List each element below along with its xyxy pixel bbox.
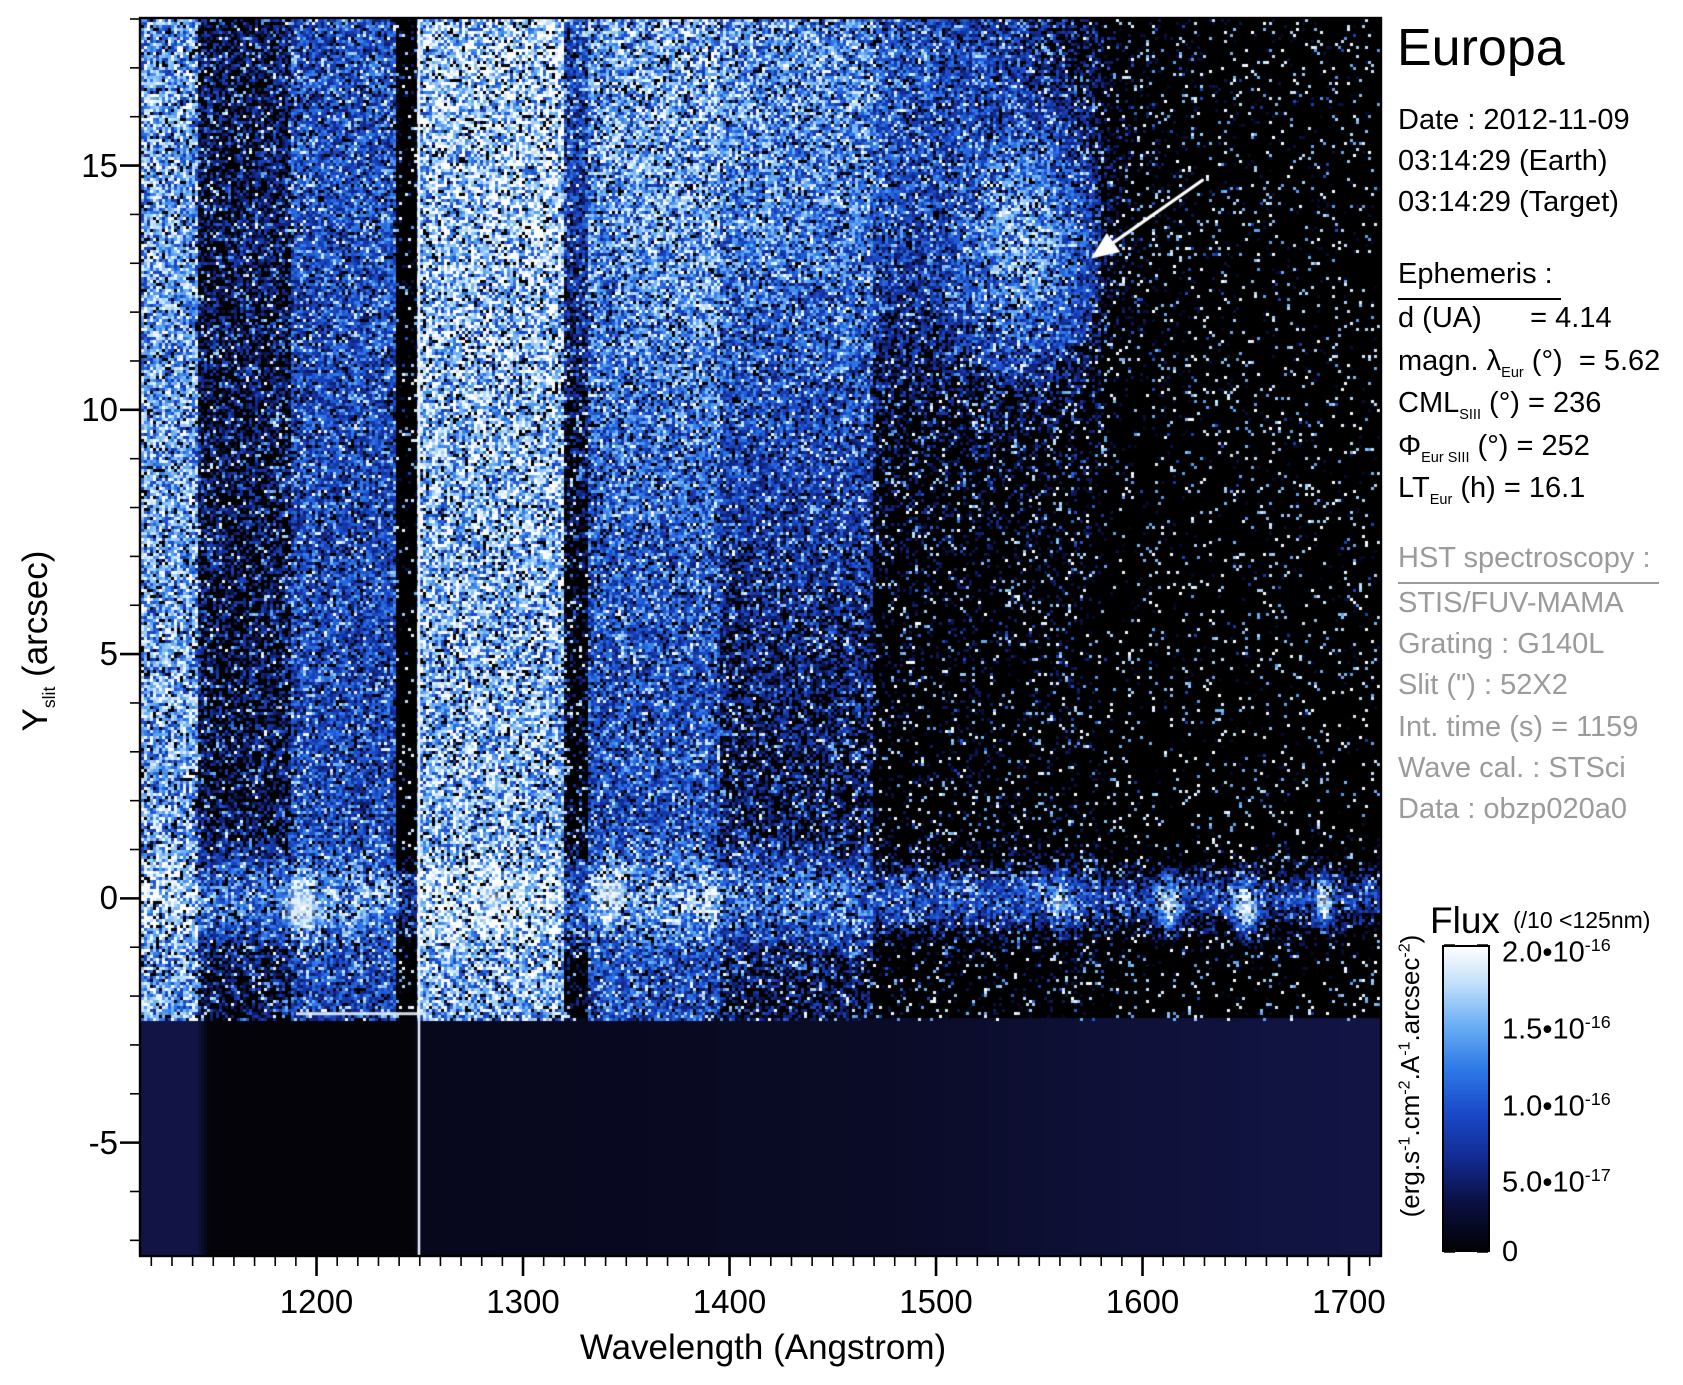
hst-line: Wave cal. : STSci <box>1398 751 1626 784</box>
colorbar-gradient <box>1442 945 1490 1252</box>
spectral-image-canvas <box>141 19 1380 1255</box>
ephemeris-line: CMLSIII (°) = 236 <box>1398 387 1602 423</box>
x-tick-label: 1300 <box>486 1283 560 1320</box>
x-axis-label: Wavelength (Angstrom) <box>579 1328 947 1367</box>
x-tick-label: 1400 <box>692 1283 767 1320</box>
colorbar-tick-label: 0 <box>1502 1236 1519 1268</box>
hst-spectroscopy-lines: STIS/FUV-MAMA Grating : G140L Slit (") : 5… <box>1398 583 1638 830</box>
x-tick-label: 1500 <box>899 1283 973 1320</box>
x-tick-label: 1200 <box>279 1283 354 1320</box>
hst-line: Data : obzp020a0 <box>1398 792 1627 825</box>
colorbar-tick-label: 1.0•10-16 <box>1502 1088 1611 1123</box>
observation-date: Date : 2012-11-09 <box>1398 104 1630 136</box>
observation-time-earth: 03:14:29 (Earth) <box>1398 145 1608 177</box>
hst-spectroscopy-heading: HST spectroscopy : <box>1398 542 1659 584</box>
ephemeris-line: LTEur (h) = 16.1 <box>1398 472 1586 508</box>
hst-line: STIS/FUV-MAMA <box>1398 587 1624 619</box>
ephemeris-line: d (UA) = 4.14 <box>1398 302 1612 334</box>
plot-title: Europa <box>1397 19 1565 77</box>
y-tick-label: 15 <box>81 146 118 184</box>
ephemeris-line: ΦEur SIII (°) = 252 <box>1398 429 1590 466</box>
hst-line: Grating : G140L <box>1398 628 1605 661</box>
colorbar-tick-label: 1.5•10-16 <box>1502 1011 1611 1046</box>
y-tick-label: 5 <box>99 635 118 673</box>
colorbar-unit-label: (erg.s-1.cm-2.A-1.arcsec-2) <box>1395 934 1425 1218</box>
ephemeris-line: magn. λEur (°) = 5.62 <box>1398 344 1661 381</box>
y-tick-label: 10 <box>81 390 118 428</box>
colorbar-note: (/10 <125nm) <box>1513 907 1651 933</box>
colorbar-tick-label: 2.0•10-16 <box>1502 935 1611 969</box>
x-tick-label: 1600 <box>1105 1283 1180 1320</box>
colorbar-tick-label: 5.0•10-17 <box>1502 1165 1611 1199</box>
ephemeris-lines: d (UA) = 4.14 magn. λEur (°) = 5.62 CMLSII… <box>1398 297 1660 510</box>
x-tick-label: 1700 <box>1312 1283 1386 1320</box>
y-tick-label: 0 <box>99 879 118 917</box>
observation-time-target: 03:14:29 (Target) <box>1398 186 1619 218</box>
ephemeris-heading: Ephemeris : <box>1398 258 1561 300</box>
colorbar-title: Flux <box>1430 900 1500 941</box>
hst-line: Int. time (s) = 1159 <box>1398 710 1639 743</box>
y-tick-label: -5 <box>88 1123 118 1161</box>
hst-line: Slit (") : 52X2 <box>1398 669 1568 702</box>
